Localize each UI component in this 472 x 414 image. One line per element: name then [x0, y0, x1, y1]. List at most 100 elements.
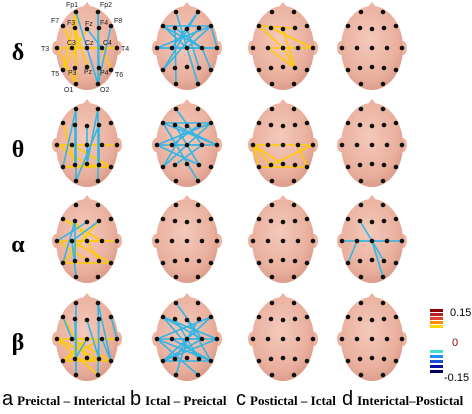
electrode-f4 — [381, 122, 387, 128]
electrode-o2 — [380, 274, 386, 280]
nose — [368, 195, 376, 200]
electrode-t5 — [345, 260, 351, 266]
connection-negative — [371, 240, 385, 262]
electrode-label-c3: C3 — [67, 40, 76, 47]
electrode-f4 — [196, 25, 202, 31]
electrode-fp1 — [73, 9, 79, 15]
electrode-label-o2: O2 — [100, 87, 109, 94]
electrode-fp2 — [380, 300, 386, 306]
electrode-label-cz: Cz — [85, 40, 94, 47]
electrode-o1 — [358, 274, 364, 280]
electrode-t4 — [399, 336, 405, 342]
electrode-label-o1: O1 — [64, 87, 73, 94]
electrode-f7 — [60, 216, 66, 222]
electrode-c4 — [295, 45, 301, 51]
electrode-c3 — [354, 336, 360, 342]
electrode-f7 — [160, 314, 166, 320]
connection-negative — [156, 144, 200, 166]
colorbar-swatch-negative — [430, 365, 443, 368]
electrode-pz — [369, 355, 375, 361]
electrode-label-pz: Pz — [84, 69, 93, 76]
electrode-pz — [84, 161, 90, 167]
electrode-c4 — [384, 336, 390, 342]
electrode-p3 — [268, 162, 274, 168]
electrode-fp2 — [195, 106, 201, 112]
electrode-fz — [84, 219, 90, 225]
electrode-o2 — [291, 178, 297, 184]
electrode-c4 — [384, 142, 390, 148]
electrode-o2 — [380, 178, 386, 184]
head-2-1 — [152, 195, 222, 283]
electrode-t4 — [310, 45, 316, 51]
connection-negative — [74, 318, 77, 376]
connection-positive — [74, 27, 77, 85]
electrode-c4 — [99, 238, 105, 244]
electrode-c4 — [384, 238, 390, 244]
electrode-o1 — [73, 372, 79, 378]
electrode-t5 — [60, 260, 66, 266]
electrode-f3 — [172, 122, 178, 128]
head-0-0: Fp1 Fp2 F7 F3 Fz F4 F8 T3 C3 Cz C4 T4 T5 P3 Pz P4 T6 O1 O2 — [41, 2, 129, 94]
connection-negative — [201, 47, 212, 71]
electrode-fp1 — [173, 9, 179, 15]
electrode-label-t5: T5 — [51, 71, 59, 78]
electrode-o1 — [358, 81, 364, 87]
electrode-t5 — [160, 260, 166, 266]
colorbar-swatch-positive — [430, 325, 443, 328]
electrode-cz — [280, 336, 286, 342]
electrode-c4 — [199, 142, 205, 148]
electrode-o1 — [73, 178, 79, 184]
electrode-c4 — [199, 45, 205, 51]
electrode-f3 — [357, 316, 363, 322]
electrode-label-p3: P3 — [68, 70, 77, 77]
head-3-2 — [248, 293, 318, 381]
connection-negative — [62, 316, 73, 340]
connection-positive — [252, 144, 284, 165]
electrode-f7 — [60, 314, 66, 320]
electrode-t3 — [154, 336, 160, 342]
electrode-f7 — [345, 120, 351, 126]
electrode-f4 — [292, 122, 298, 128]
nose — [183, 195, 191, 200]
electrode-c3 — [169, 336, 175, 342]
colorbar-swatch-negative — [430, 355, 443, 358]
electrode-p4 — [292, 162, 298, 168]
electrode-f4 — [381, 25, 387, 31]
head-2-2 — [248, 195, 318, 283]
electrode-pz — [369, 161, 375, 167]
electrode-t3 — [339, 336, 345, 342]
electrode-pz — [84, 64, 90, 70]
electrode-p4 — [96, 258, 102, 264]
column-title: Preictal – Interictal — [17, 393, 126, 408]
electrode-p4 — [381, 258, 387, 264]
electrode-t3 — [250, 142, 256, 148]
electrode-f7 — [256, 23, 262, 29]
electrode-cz — [280, 238, 286, 244]
electrode-p4 — [96, 65, 102, 71]
connection-negative — [86, 28, 103, 49]
nose — [368, 2, 376, 7]
electrode-p4 — [196, 162, 202, 168]
electrode-t4 — [114, 142, 120, 148]
electrode-c3 — [69, 336, 75, 342]
electrode-t5 — [60, 164, 66, 170]
electrode-cz — [84, 45, 90, 51]
electrode-f3 — [172, 25, 178, 31]
electrode-fp1 — [358, 9, 364, 15]
head-0-1 — [152, 2, 222, 90]
electrode-pz — [184, 161, 190, 167]
electrode-f3 — [268, 25, 274, 31]
electrode-t6 — [108, 67, 114, 73]
electrode-t3 — [54, 142, 60, 148]
electrode-f8 — [108, 23, 114, 29]
electrode-t3 — [339, 142, 345, 148]
electrode-cz — [369, 45, 375, 51]
electrode-f8 — [304, 216, 310, 222]
electrode-f7 — [345, 216, 351, 222]
electrode-label-c4: C4 — [103, 40, 112, 47]
nose — [83, 99, 91, 104]
nose — [368, 99, 376, 104]
column-label-d: d Interictal–Postictal — [342, 388, 463, 411]
electrode-cz — [280, 142, 286, 148]
